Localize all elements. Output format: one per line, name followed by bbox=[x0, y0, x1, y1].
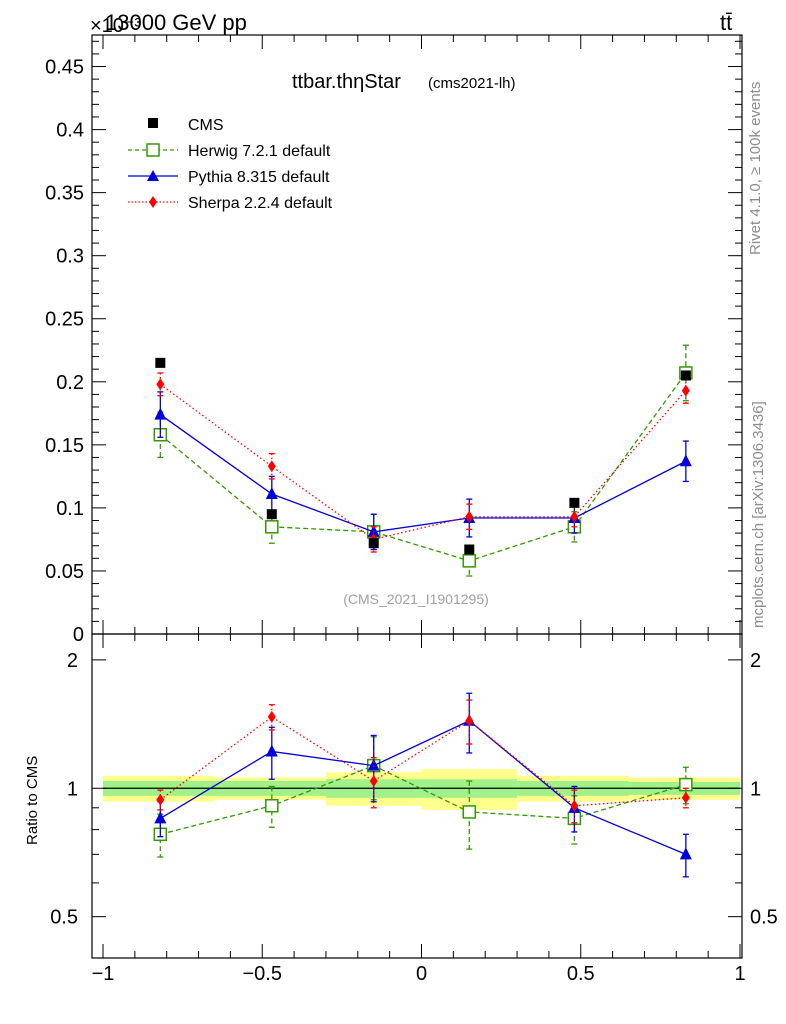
watermark: (CMS_2021_I1901295) bbox=[343, 591, 489, 607]
marker-triangle bbox=[265, 487, 278, 500]
ratio-tick-label: 0.5 bbox=[750, 907, 778, 929]
marker-diamond bbox=[681, 384, 690, 397]
y-tick-label: 0.1 bbox=[56, 498, 84, 520]
marker-square bbox=[462, 554, 477, 568]
ratio-y-tick-labels: 0.5 0.5 1 1 2 2 bbox=[50, 650, 778, 929]
ratio-series-layer bbox=[153, 692, 693, 878]
marker-diamond bbox=[570, 799, 579, 812]
marker-square bbox=[679, 777, 693, 792]
mcplots-label: mcplots.cern.ch [arXiv:1306.3436] bbox=[750, 401, 767, 628]
marker-square bbox=[265, 798, 279, 813]
series-line bbox=[159, 383, 687, 541]
ratio-tick-label: 1 bbox=[750, 778, 761, 800]
y-tick-label: 0.25 bbox=[45, 309, 84, 331]
series-line bbox=[159, 719, 687, 855]
ratio-tick-label: 2 bbox=[750, 650, 761, 672]
marker-diamond bbox=[570, 510, 579, 523]
x-tick-label: −1 bbox=[92, 963, 115, 985]
main-axis-ticks bbox=[92, 35, 742, 635]
cms-data-point bbox=[155, 357, 166, 368]
main-y-tick-labels: 0 0.05 0.1 0.15 0.2 0.25 0.3 0.35 0.4 0.45 bbox=[45, 57, 84, 646]
series-line bbox=[159, 372, 687, 562]
marker-diamond bbox=[465, 714, 474, 727]
x-tick-label: 0 bbox=[416, 963, 427, 985]
marker-diamond bbox=[156, 793, 165, 806]
legend-sherpa-marker bbox=[149, 196, 157, 208]
ratio-tick-label: 1 bbox=[67, 778, 78, 800]
marker-diamond bbox=[681, 791, 690, 804]
cms-data-point bbox=[569, 497, 580, 508]
y-tick-label: 0.05 bbox=[45, 561, 84, 583]
ratio-tick-label: 0.5 bbox=[50, 907, 78, 929]
marker-triangle bbox=[154, 811, 167, 824]
marker-diamond bbox=[156, 378, 165, 391]
marker-triangle bbox=[154, 407, 167, 420]
marker-diamond bbox=[465, 510, 474, 523]
main-series-layer bbox=[153, 344, 693, 577]
rivet-label: Rivet 4.1.0, ≥ 100k events bbox=[747, 82, 764, 255]
x-tick-label: 1 bbox=[734, 963, 745, 985]
marker-square bbox=[462, 805, 477, 819]
marker-triangle bbox=[367, 758, 380, 771]
legend-herwig-label: Herwig 7.2.1 default bbox=[188, 143, 331, 160]
x-tick-labels: −1 −0.5 0 0.5 1 bbox=[92, 963, 746, 985]
y-tick-label: 0.2 bbox=[56, 372, 84, 394]
series-line bbox=[159, 414, 687, 533]
y-tick-label: 0.15 bbox=[45, 435, 84, 457]
energy-label: 13000 GeV pp bbox=[105, 10, 247, 35]
legend-sherpa-label: Sherpa 2.2.4 default bbox=[188, 195, 333, 212]
marker-diamond bbox=[267, 710, 276, 723]
ratio-frame bbox=[91, 633, 743, 959]
legend: CMS Herwig 7.2.1 default Pythia 8.315 de… bbox=[128, 117, 333, 212]
legend-herwig-marker bbox=[146, 143, 160, 157]
legend-pythia-marker bbox=[147, 170, 159, 181]
y-tick-label: 0 bbox=[73, 624, 84, 646]
legend-cms-marker bbox=[148, 118, 158, 128]
marker-diamond bbox=[267, 460, 276, 473]
marker-triangle bbox=[679, 847, 692, 860]
x-tick-label: −0.5 bbox=[243, 963, 282, 985]
ratio-ylabel: Ratio to CMS bbox=[24, 756, 41, 845]
exponent-label: ×10⁻³ bbox=[90, 15, 141, 37]
cms-data-point bbox=[266, 509, 277, 520]
marker-diamond bbox=[369, 775, 378, 788]
legend-pythia-label: Pythia 8.315 default bbox=[188, 169, 330, 186]
legend-cms-label: CMS bbox=[188, 117, 224, 134]
cms-data-point bbox=[368, 538, 379, 549]
y-tick-label: 0.35 bbox=[45, 183, 84, 205]
cms-data-points bbox=[155, 357, 691, 555]
marker-square bbox=[265, 520, 279, 534]
chart-subtitle: (cms2021-lh) bbox=[428, 75, 516, 92]
x-tick-label: 0.5 bbox=[567, 963, 595, 985]
y-tick-label: 0.3 bbox=[56, 246, 84, 268]
ratio-axis-ticks bbox=[92, 634, 742, 959]
chart-title: ttbar.thηStar bbox=[292, 71, 401, 93]
cms-data-point bbox=[464, 544, 475, 555]
ratio-panel bbox=[91, 633, 743, 959]
ratio-tick-label: 2 bbox=[67, 650, 78, 672]
ratio-uncertainty-bands bbox=[103, 768, 740, 810]
marker-triangle bbox=[265, 744, 278, 757]
cms-data-point bbox=[680, 370, 691, 381]
marker-triangle bbox=[679, 454, 692, 467]
y-tick-label: 0.45 bbox=[45, 57, 84, 79]
y-tick-label: 0.4 bbox=[56, 120, 84, 142]
process-label: tt̄ bbox=[720, 10, 732, 35]
